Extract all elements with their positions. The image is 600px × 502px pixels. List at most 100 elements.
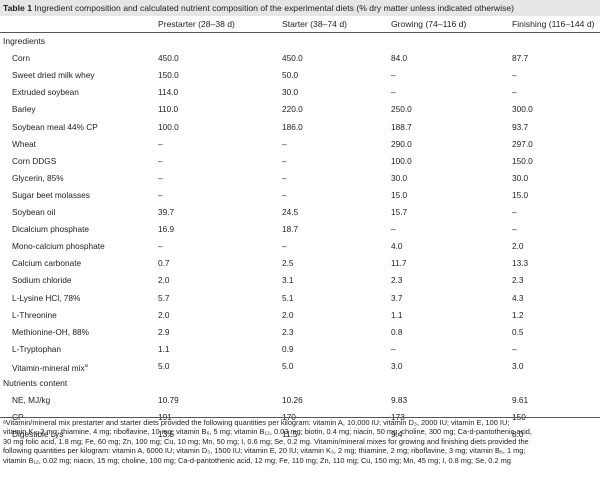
section-header: Ingredients — [0, 33, 600, 50]
row-label: Wheat — [12, 136, 36, 153]
table-cell: 4.0 — [391, 241, 403, 252]
table-cell: 186.0 — [282, 121, 303, 132]
row-label: Vitamin-mineral mixa — [12, 358, 88, 377]
table-row: Wheat – – 290.0 297.0 — [0, 136, 600, 153]
table-cell: – — [512, 87, 517, 98]
table-cell: – — [158, 172, 163, 183]
row-label-text: Glycerin, 85% — [12, 172, 64, 183]
table-cell: 0.8 — [391, 326, 403, 337]
table-cell: 110.0 — [158, 104, 179, 115]
footnote-line: following quantities per kilogram: vitam… — [3, 446, 526, 456]
table-cell: 100.0 — [391, 155, 412, 166]
row-label: Calcium carbonate — [12, 255, 81, 272]
row-label-text: Digestible Lys — [12, 429, 64, 440]
table-cell: 16.9 — [158, 224, 175, 235]
row-label-text: L-Tryptophan — [12, 343, 62, 354]
table-cell: 8.0 — [512, 429, 524, 440]
table-row: Sodium chloride 2.0 3.1 2.3 2.3 — [0, 272, 600, 289]
table-cell: 18.7 — [282, 224, 299, 235]
table-cell: 39.7 — [158, 207, 175, 217]
row-label: L-Lysine HCl, 78% — [12, 290, 80, 307]
row-label-text: Dicalcium phosphate — [12, 224, 90, 235]
table-cell: 3.7 — [391, 292, 403, 303]
table-row: Extruded soybean 114.0 30.0 – – — [0, 84, 600, 101]
table-row: Calcium carbonate 0.7 2.5 11.7 13.3 — [0, 255, 600, 272]
table-cell: 220.0 — [282, 104, 303, 115]
table-cell: – — [391, 343, 396, 354]
table-cell: – — [158, 138, 163, 149]
table-cell: 10.79 — [158, 395, 179, 406]
table-caption-text: Ingredient composition and calculated nu… — [34, 3, 514, 13]
bottom-rule — [0, 417, 600, 418]
row-label: Extruded soybean — [12, 84, 79, 101]
row-label-text: Calcium carbonate — [12, 258, 82, 269]
table-cell: – — [282, 138, 287, 149]
table-cell: 1.1 — [158, 343, 170, 354]
table-cell: 2.0 — [158, 309, 170, 320]
row-label: Digestible Lys — [12, 426, 63, 443]
table-cell: 30.0 — [391, 172, 408, 183]
table-cell: 2.3 — [391, 275, 403, 286]
table-cell: 188.7 — [391, 121, 412, 132]
row-label: NE, MJ/kg — [12, 392, 50, 409]
table-cell: 297.0 — [512, 138, 533, 149]
row-label: Barley — [12, 101, 36, 118]
table-row: L-Tryptophan 1.1 0.9 – – — [0, 341, 600, 358]
table-cell: 15.0 — [512, 189, 529, 200]
footnote-line: vitamin B₁₂, 0.02 mg; niacin, 15 mg; cho… — [3, 455, 511, 465]
table-row: Sugar beet molasses – – 15.0 15.0 — [0, 187, 600, 204]
table-cell: 9.83 — [391, 395, 408, 406]
table-row: Soybean meal 44% CP 100.0 186.0 188.7 93.7 — [0, 119, 600, 136]
table-cell: 2.3 — [282, 326, 294, 337]
table-row: Dicalcium phosphate 16.9 18.7 – – — [0, 221, 600, 238]
table-cell: 5.7 — [158, 292, 170, 303]
row-label: Soybean oil — [12, 204, 55, 221]
table-cell: 15.0 — [391, 189, 408, 200]
table-cell: 10.26 — [282, 395, 303, 406]
row-label-text: Soybean meal 44% CP — [12, 121, 98, 132]
table-cell: 84.0 — [391, 53, 408, 64]
table-row: Glycerin, 85% – – 30.0 30.0 — [0, 170, 600, 187]
table-cell: 450.0 — [158, 53, 179, 64]
table-cell: – — [282, 241, 287, 252]
table-cell: 2.9 — [158, 326, 170, 337]
table-cell: 5.1 — [282, 292, 294, 303]
table-cell: – — [512, 343, 517, 354]
table-row: Sweet dried milk whey 150.0 50.0 – – — [0, 67, 600, 84]
table-cell: – — [512, 224, 517, 235]
row-label: L-Threonine — [12, 307, 57, 324]
table-row: Corn 450.0 450.0 84.0 87.7 — [0, 50, 600, 67]
table-cell: – — [282, 155, 287, 166]
table-cell: 2.0 — [158, 275, 170, 286]
table-cell: 0.7 — [158, 258, 170, 269]
row-label: Sweet dried milk whey — [12, 67, 95, 84]
table-cell: 3.0 — [391, 360, 403, 371]
table-label: Table 1 — [3, 3, 32, 13]
row-label-text: Wheat — [12, 138, 36, 149]
table-row: Barley 110.0 220.0 250.0 300.0 — [0, 101, 600, 118]
row-label: Sodium chloride — [12, 272, 72, 289]
row-label-text: Extruded soybean — [12, 87, 79, 98]
table-cell: 9.61 — [512, 395, 529, 406]
table-cell: 24.5 — [282, 207, 299, 217]
table-cell: 2.3 — [512, 275, 524, 286]
row-label-text: L-Threonine — [12, 309, 57, 320]
row-label: Corn DDGS — [12, 153, 56, 170]
table-cell: – — [391, 70, 396, 81]
column-header-growing: Growing (74–116 d) — [391, 19, 467, 29]
table-cell: 11.7 — [391, 258, 407, 269]
row-label-text: Methionine-OH, 88% — [12, 326, 90, 337]
table-cell: 450.0 — [282, 53, 303, 64]
row-label: Glycerin, 85% — [12, 170, 64, 187]
row-label-text: Mono-calcium phosphate — [12, 241, 105, 252]
table-row: Soybean oil 39.7 24.5 15.7 – — [0, 204, 600, 221]
table-row: Digestible Lys 13.5 11.5 9.4 8.0 — [0, 426, 600, 443]
table-cell: – — [512, 70, 517, 81]
table-cell: 300.0 — [512, 104, 533, 115]
table-row: Corn DDGS – – 100.0 150.0 — [0, 153, 600, 170]
table-cell: 4.3 — [512, 292, 524, 303]
table-cell: 13.3 — [512, 258, 529, 269]
table-cell: 15.7 — [391, 207, 408, 217]
table-cell: – — [158, 155, 163, 166]
row-label: L-Tryptophan — [12, 341, 61, 358]
